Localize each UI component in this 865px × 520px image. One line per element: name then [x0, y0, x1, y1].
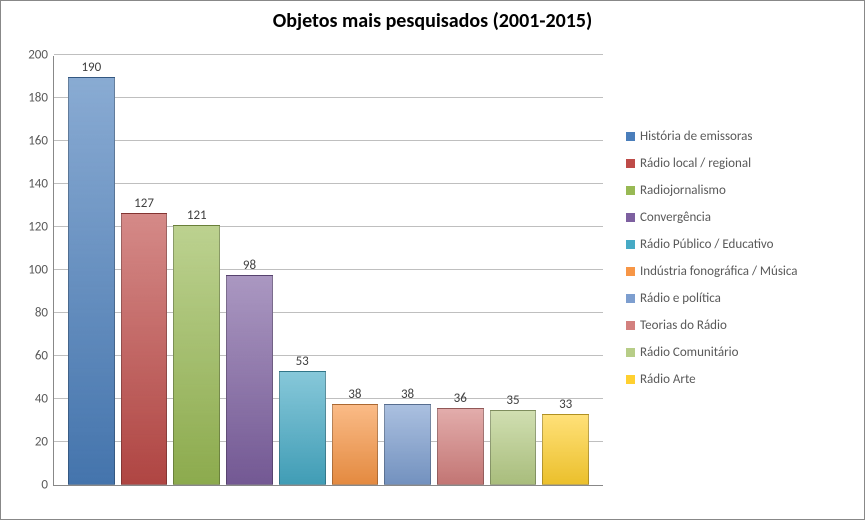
ytick-label: 200 [28, 48, 54, 63]
plot-area: 19012712198533838363533 0204060801001201… [53, 56, 603, 486]
bar-value-label: 190 [81, 60, 101, 78]
ytick-label: 0 [41, 478, 54, 493]
legend-swatch [626, 132, 635, 141]
bar-slot: 98 [226, 56, 273, 485]
ytick-label: 180 [28, 91, 54, 106]
bar: 98 [226, 275, 273, 485]
bar-slot: 53 [279, 56, 326, 485]
legend-item: Convergência [626, 210, 798, 225]
legend-label: Indústria fonográfica / Música [640, 264, 798, 279]
ytick-label: 20 [35, 435, 54, 450]
bar-slot: 35 [490, 56, 537, 485]
bar: 35 [490, 410, 537, 485]
bar: 33 [542, 414, 589, 485]
ytick-label: 160 [28, 134, 54, 149]
ytick-label: 60 [35, 349, 54, 364]
bar: 190 [68, 77, 115, 485]
legend-swatch [626, 348, 635, 357]
bar-value-label: 127 [134, 196, 154, 214]
ytick-label: 120 [28, 220, 54, 235]
legend-item: História de emissoras [626, 129, 798, 144]
bar-slot: 36 [437, 56, 484, 485]
bar: 38 [384, 404, 431, 486]
legend-label: Rádio Arte [640, 372, 696, 387]
legend-item: Rádio Público / Educativo [626, 237, 798, 252]
chart-title: Objetos mais pesquisados (2001-2015) [1, 9, 864, 33]
legend-swatch [626, 321, 635, 330]
legend-label: Rádio Comunitário [640, 345, 739, 360]
bar-slot: 121 [173, 56, 220, 485]
legend-swatch [626, 294, 635, 303]
ytick-label: 100 [28, 263, 54, 278]
legend-label: Convergência [640, 210, 711, 225]
bars-group: 19012712198533838363533 [54, 56, 603, 485]
bar: 38 [332, 404, 379, 486]
bar-slot: 33 [542, 56, 589, 485]
ytick-label: 40 [35, 392, 54, 407]
legend-label: Teorias do Rádio [640, 318, 727, 333]
bar: 121 [173, 225, 220, 485]
bar-slot: 127 [121, 56, 168, 485]
legend-item: Rádio local / regional [626, 156, 798, 171]
bar-value-label: 38 [348, 387, 361, 405]
bar-value-label: 121 [187, 208, 207, 226]
legend-swatch [626, 375, 635, 384]
bar-value-label: 98 [243, 258, 256, 276]
legend-swatch [626, 267, 635, 276]
bar-value-label: 38 [401, 387, 414, 405]
legend-item: Rádio e política [626, 291, 798, 306]
legend-label: Radiojornalismo [640, 183, 726, 198]
legend-label: Rádio local / regional [640, 156, 751, 171]
ytick-label: 80 [35, 306, 54, 321]
legend-item: Indústria fonográfica / Música [626, 264, 798, 279]
bar: 53 [279, 371, 326, 485]
bar-value-label: 35 [506, 393, 519, 411]
chart-container: Objetos mais pesquisados (2001-2015) 190… [0, 0, 865, 520]
legend-label: Rádio Público / Educativo [640, 237, 774, 252]
bar-value-label: 53 [296, 354, 309, 372]
legend-item: Rádio Comunitário [626, 345, 798, 360]
bar-slot: 190 [68, 56, 115, 485]
legend-label: História de emissoras [640, 129, 752, 144]
legend-swatch [626, 186, 635, 195]
bar: 127 [121, 213, 168, 485]
bar-slot: 38 [332, 56, 379, 485]
gridline [54, 54, 603, 55]
bar-value-label: 33 [559, 397, 572, 415]
ytick-label: 140 [28, 177, 54, 192]
bar: 36 [437, 408, 484, 485]
bar-value-label: 36 [454, 391, 467, 409]
legend-item: Teorias do Rádio [626, 318, 798, 333]
legend-swatch [626, 159, 635, 168]
legend-item: Radiojornalismo [626, 183, 798, 198]
legend-swatch [626, 213, 635, 222]
legend-swatch [626, 240, 635, 249]
legend: História de emissoras Rádio local / regio… [626, 129, 798, 387]
bar-slot: 38 [384, 56, 431, 485]
legend-item: Rádio Arte [626, 372, 798, 387]
legend-label: Rádio e política [640, 291, 721, 306]
